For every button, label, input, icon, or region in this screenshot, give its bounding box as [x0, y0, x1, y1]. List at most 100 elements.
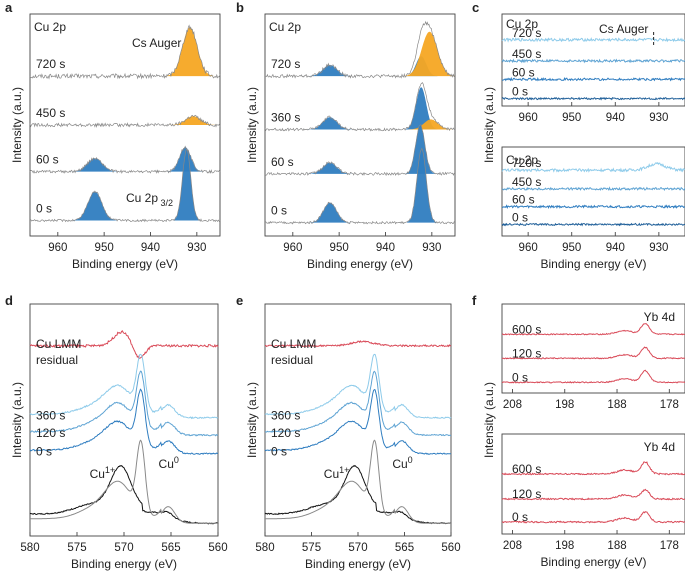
panel-e: 580 575 570 565 560 e Binding energy (eV) Inten…: [236, 293, 461, 571]
x-tick-label: 960: [519, 112, 538, 124]
peak-fill-blue: [307, 162, 353, 174]
series-line: [29, 145, 221, 174]
x-tick-label: 940: [606, 242, 625, 254]
series-line: [264, 123, 456, 177]
peak-fill-blue: [406, 149, 437, 223]
series-label: 360 s: [271, 409, 300, 423]
series-line: [264, 147, 456, 225]
peak-fill-blue: [404, 87, 438, 130]
series-label: 120 s: [512, 487, 541, 501]
panel-label: c: [472, 0, 479, 15]
series-line: [501, 204, 685, 210]
x-tick-label: 930: [422, 242, 441, 254]
panel-title: Yb 4d: [644, 440, 675, 454]
series-label: 720 s: [271, 57, 300, 71]
series-line: [501, 37, 685, 43]
series-label: 450 s: [512, 47, 541, 61]
x-tick-label: 940: [141, 242, 160, 254]
x-tick-label: 950: [562, 242, 581, 254]
x-tick-label: 950: [330, 242, 349, 254]
x-tick-label: 198: [555, 399, 574, 411]
plot-frame: [501, 146, 685, 237]
x-tick-label: 960: [519, 242, 538, 254]
series-line: [501, 96, 685, 101]
series-line: [264, 353, 452, 419]
panel-label: a: [5, 0, 13, 15]
panel-title: Yb 4d: [644, 310, 675, 324]
cu0-superscript: 0: [408, 455, 413, 465]
x-tick-label: 570: [114, 542, 133, 554]
panel-label: b: [236, 0, 244, 15]
series-label: 360 s: [271, 110, 300, 124]
peak-fill-blue: [71, 158, 119, 172]
peak-fill-orange: [404, 31, 455, 77]
series-line: [501, 461, 685, 476]
y-axis-label: Intensity (a.u.): [245, 87, 259, 163]
series-label: 0 s: [512, 370, 528, 384]
series-label: residual: [271, 353, 313, 367]
panel-f_top: 208 198 188 178 f Intensity (a.u.) Yb 4d 600 s 1…: [472, 293, 685, 458]
series-label: 360 s: [36, 409, 65, 423]
cu2p32-label: Cu 2p 3/2: [126, 191, 173, 208]
series-label: 600 s: [512, 322, 541, 336]
series-label: Cu LMM: [36, 337, 81, 351]
x-axis-label: Binding energy (eV): [71, 557, 177, 571]
panel-f_bottom: 208 198 188 178 Binding energy (eV) Yb 4d 600 …: [501, 433, 685, 569]
series-label: 60 s: [36, 153, 59, 167]
series-line: [501, 346, 685, 360]
cu2p32-subscript: 3/2: [158, 198, 173, 208]
series-line: [29, 388, 219, 455]
x-tick-label: 580: [20, 542, 39, 554]
series-label: Cu LMM: [271, 337, 316, 351]
cu1-superscript: 1+: [105, 465, 115, 475]
y-axis-label: Intensity (a.u.): [482, 87, 496, 163]
y-axis-label: Intensity (a.u.): [482, 382, 496, 458]
cu1-superscript: 1+: [339, 465, 349, 475]
series-label: 120 s: [36, 426, 65, 440]
series-line: [501, 186, 685, 192]
cu0-label: Cu0: [392, 455, 412, 471]
x-tick-label: 188: [607, 540, 626, 552]
x-tick-label: 178: [660, 540, 679, 552]
plot-frame: [501, 13, 685, 107]
panel-label: e: [236, 293, 243, 308]
plot-frame: [501, 433, 685, 535]
y-axis-label: Intensity (a.u.): [245, 382, 259, 458]
series-label: 450 s: [512, 175, 541, 189]
series-label: 720 s: [512, 26, 541, 40]
panel-b: 960 950 940 930 b Binding energy (eV) Intensit…: [236, 0, 456, 271]
x-tick-label: 208: [503, 399, 522, 411]
panel-label: d: [5, 293, 13, 308]
series-line: [501, 76, 685, 82]
x-tick-label: 930: [649, 242, 668, 254]
series-line: [29, 370, 219, 437]
series-line: [29, 147, 221, 223]
x-tick-label: 930: [187, 242, 206, 254]
y-axis-label: Intensity (a.u.): [10, 382, 24, 458]
series-label: 0 s: [271, 445, 287, 459]
series-label: 720 s: [36, 57, 65, 71]
series-label: 0 s: [512, 85, 528, 99]
series-line: [29, 114, 221, 128]
x-tick-label: 930: [649, 112, 668, 124]
x-tick-label: 940: [606, 112, 625, 124]
series-line: [264, 388, 452, 455]
peak-fill-blue: [72, 191, 118, 221]
x-axis-label: Binding energy (eV): [540, 555, 646, 569]
series-line: [29, 353, 219, 420]
series-line: [265, 439, 451, 524]
x-tick-label: 960: [48, 242, 67, 254]
series-line: [29, 24, 221, 80]
series-label: 60 s: [271, 155, 294, 169]
series-label: 120 s: [512, 346, 541, 360]
panel-a: 960 950 940 930 a Binding energy (eV) Intensit…: [5, 0, 221, 271]
series-line: [501, 511, 685, 524]
peak-fill-blue: [309, 202, 351, 223]
x-tick-label: 570: [348, 542, 367, 554]
x-tick-label: 198: [555, 540, 574, 552]
x-tick-label: 950: [95, 242, 114, 254]
x-tick-label: 950: [562, 112, 581, 124]
